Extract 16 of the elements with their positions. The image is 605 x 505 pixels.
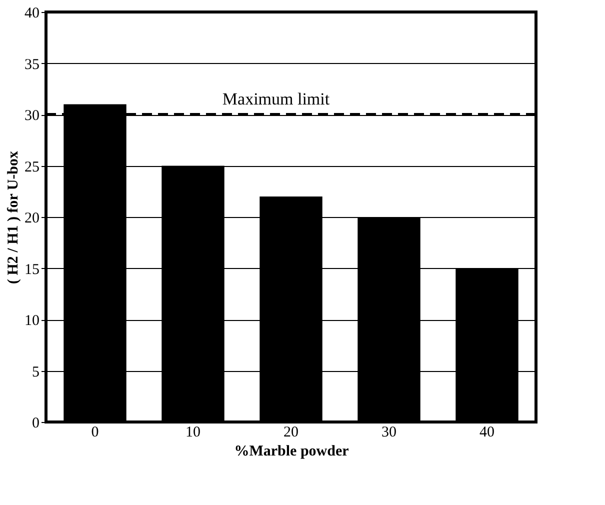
y-tick-label: 35 bbox=[24, 56, 40, 73]
x-tick-label: 10 bbox=[186, 424, 200, 440]
y-tick-label: 25 bbox=[24, 159, 40, 176]
y-tick-label: 20 bbox=[24, 210, 40, 226]
x-tick-label: 40 bbox=[480, 424, 494, 440]
x-tick-label: 20 bbox=[284, 424, 298, 440]
x-axis-title: %Marble powder bbox=[234, 444, 350, 460]
y-tick-label: 40 bbox=[24, 6, 40, 22]
y-tick-label: 15 bbox=[24, 262, 40, 278]
ref-line-label: Maximum limit bbox=[222, 90, 330, 108]
x-tick-label: 0 bbox=[91, 424, 99, 440]
y-axis-title: ( H2 / H1 ) for U-box bbox=[6, 150, 22, 284]
x-tick-label: 30 bbox=[382, 424, 396, 440]
y-tick-label: 10 bbox=[24, 313, 40, 329]
y-tick-label: 5 bbox=[32, 364, 40, 380]
y-tick-label: 30 bbox=[24, 108, 40, 124]
